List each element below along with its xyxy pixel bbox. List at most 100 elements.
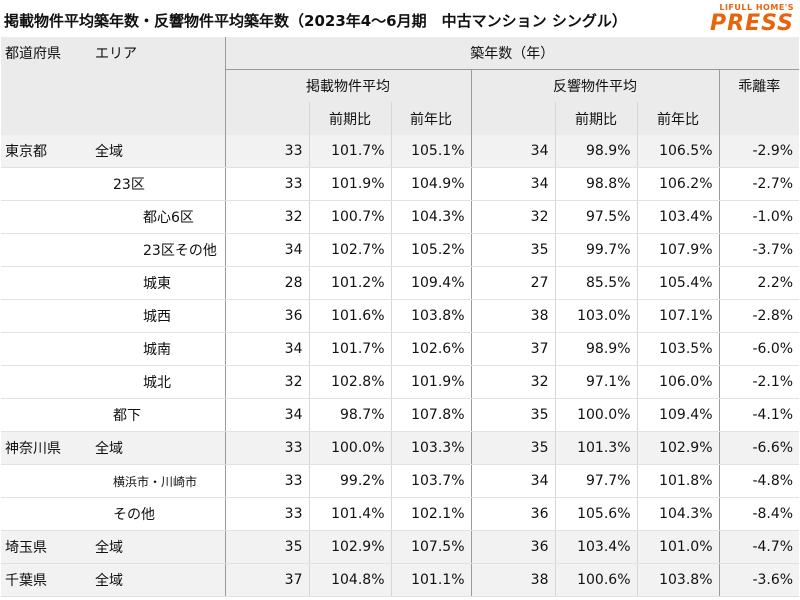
table-row: 千葉県 全域 37 104.8% 101.1% 38 100.6% 103.8% -3.6% (1, 563, 800, 597)
gap-cell: -2.8% (718, 299, 800, 333)
response-qoq-cell: 105.6% (554, 497, 637, 531)
area-cell: 全域 (91, 530, 225, 564)
response-yoy-cell: 102.9% (636, 431, 719, 465)
listed-age-cell: 34 (224, 233, 309, 267)
header-age: 築年数（年） (224, 37, 800, 70)
response-yoy-cell: 101.0% (636, 530, 719, 564)
pref-cell (1, 266, 91, 300)
pref-cell (1, 299, 91, 333)
response-yoy-cell: 109.4% (636, 398, 719, 432)
listed-age-cell: 37 (224, 563, 309, 597)
pref-cell: 埼玉県 (1, 530, 91, 564)
area-cell: 城南 (91, 332, 225, 366)
response-qoq-cell: 97.5% (554, 200, 637, 234)
table-row: 城西 36 101.6% 103.8% 38 103.0% 107.1% -2.8% (1, 299, 800, 333)
listed-yoy-cell: 101.9% (390, 365, 471, 399)
pref-cell: 東京都 (1, 135, 91, 168)
listed-yoy-cell: 102.6% (390, 332, 471, 366)
listed-qoq-cell: 102.9% (308, 530, 391, 564)
header-listed-blank (224, 102, 309, 135)
response-age-cell: 36 (470, 530, 555, 564)
listed-yoy-cell: 105.2% (390, 233, 471, 267)
gap-cell: -4.1% (718, 398, 800, 432)
response-qoq-cell: 99.7% (554, 233, 637, 267)
header-gap: 乖離率 (718, 69, 800, 135)
response-yoy-cell: 106.5% (636, 135, 719, 168)
table-row: 横浜市・川崎市 33 99.2% 103.7% 34 97.7% 101.8% -4.8% (1, 464, 800, 498)
page-title: 掲載物件平均築年数・反響物件平均築年数（2023年4～6月期 中古マンション シ… (4, 12, 627, 30)
listed-qoq-cell: 100.0% (308, 431, 391, 465)
response-yoy-cell: 104.3% (636, 497, 719, 531)
pref-cell (1, 365, 91, 399)
listed-yoy-cell: 102.1% (390, 497, 471, 531)
table-row: 23区その他 34 102.7% 105.2% 35 99.7% 107.9% -3.7% (1, 233, 800, 267)
gap-cell: -4.7% (718, 530, 800, 564)
header-area: エリア (91, 37, 225, 135)
brand-logo: LIFULL HOME'S PRESS (710, 3, 794, 35)
listed-qoq-cell: 102.7% (308, 233, 391, 267)
area-cell: 都心6区 (91, 200, 225, 234)
age-table: 都道府県 エリア 築年数（年） 掲載物件平均 反響物件平均 乖離率 前期比 前年… (1, 37, 800, 597)
table-row: 城東 28 101.2% 109.4% 27 85.5% 105.4% 2.2% (1, 266, 800, 300)
listed-qoq-cell: 101.2% (308, 266, 391, 300)
pref-cell (1, 497, 91, 531)
table-row: 埼玉県 全域 35 102.9% 107.5% 36 103.4% 101.0% -4.7% (1, 530, 800, 564)
header-pref: 都道府県 (1, 37, 91, 135)
response-age-cell: 32 (470, 365, 555, 399)
table-row: 23区 33 101.9% 104.9% 34 98.8% 106.2% -2.7% (1, 167, 800, 201)
table-row: 城南 34 101.7% 102.6% 37 98.9% 103.5% -6.0% (1, 332, 800, 366)
pref-cell: 神奈川県 (1, 431, 91, 465)
area-cell: 城北 (91, 365, 225, 399)
gap-cell: 2.2% (718, 266, 800, 300)
listed-qoq-cell: 100.7% (308, 200, 391, 234)
table-row: 都下 34 98.7% 107.8% 35 100.0% 109.4% -4.1% (1, 398, 800, 432)
pref-cell (1, 200, 91, 234)
listed-yoy-cell: 101.1% (390, 563, 471, 597)
listed-qoq-cell: 101.6% (308, 299, 391, 333)
response-age-cell: 27 (470, 266, 555, 300)
response-yoy-cell: 107.1% (636, 299, 719, 333)
response-age-cell: 38 (470, 299, 555, 333)
table-row: 都心6区 32 100.7% 104.3% 32 97.5% 103.4% -1.0% (1, 200, 800, 234)
response-yoy-cell: 103.5% (636, 332, 719, 366)
listed-yoy-cell: 107.8% (390, 398, 471, 432)
response-qoq-cell: 103.0% (554, 299, 637, 333)
listed-age-cell: 33 (224, 464, 309, 498)
area-cell: 横浜市・川崎市 (91, 464, 225, 498)
response-qoq-cell: 103.4% (554, 530, 637, 564)
listed-age-cell: 32 (224, 200, 309, 234)
gap-cell: -3.7% (718, 233, 800, 267)
gap-cell: -8.4% (718, 497, 800, 531)
pref-cell (1, 464, 91, 498)
gap-cell: -6.6% (718, 431, 800, 465)
listed-qoq-cell: 104.8% (308, 563, 391, 597)
header-row-3: 前期比 前年比 前期比 前年比 (1, 102, 799, 135)
gap-cell: -3.6% (718, 563, 800, 597)
response-qoq-cell: 85.5% (554, 266, 637, 300)
pref-cell: 千葉県 (1, 563, 91, 597)
area-cell: 都下 (91, 398, 225, 432)
listed-age-cell: 36 (224, 299, 309, 333)
response-qoq-cell: 100.0% (554, 398, 637, 432)
listed-yoy-cell: 103.7% (390, 464, 471, 498)
response-yoy-cell: 103.4% (636, 200, 719, 234)
header-row-1: 都道府県 エリア 築年数（年） (1, 37, 800, 135)
listed-age-cell: 34 (224, 332, 309, 366)
response-age-cell: 34 (470, 135, 555, 168)
response-age-cell: 32 (470, 200, 555, 234)
area-cell: 全域 (91, 563, 225, 597)
logo-text-small: LIFULL HOME'S (719, 3, 794, 12)
response-qoq-cell: 97.1% (554, 365, 637, 399)
response-qoq-cell: 100.6% (554, 563, 637, 597)
gap-cell: -2.1% (718, 365, 800, 399)
table-row: 東京都 全域 33 101.7% 105.1% 34 98.9% 106.5% -2.9% (1, 135, 800, 168)
gap-cell: -1.0% (718, 200, 800, 234)
header-listed: 掲載物件平均 (224, 69, 471, 102)
area-cell: 城西 (91, 299, 225, 333)
gap-cell: -2.9% (718, 135, 800, 168)
header-response-yoy: 前年比 (636, 102, 719, 135)
response-age-cell: 35 (470, 398, 555, 432)
listed-age-cell: 33 (224, 431, 309, 465)
area-cell: 23区 (91, 167, 225, 201)
listed-age-cell: 28 (224, 266, 309, 300)
